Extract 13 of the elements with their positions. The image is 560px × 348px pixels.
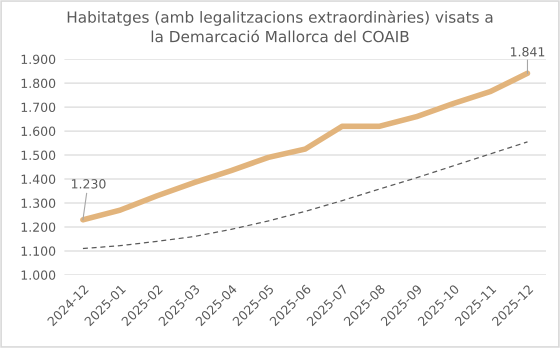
y-tick-label: 1.900 (22, 54, 56, 64)
y-tick-label: 1.400 (22, 174, 56, 184)
chart-title: Habitatges (amb legalitzacions extraordinàries) visats a la Demarcació Mallorca del COAIB (68, 10, 492, 42)
y-tick-label: 1.100 (22, 246, 56, 256)
y-tick-label: 1.600 (22, 126, 56, 136)
y-tick-label: 1.700 (22, 102, 56, 112)
y-tick-label: 1.300 (22, 198, 56, 208)
data-label: 1.841 (510, 47, 544, 56)
data-label: 1.230 (72, 179, 106, 189)
y-tick-label: 1.500 (22, 150, 56, 160)
y-tick-label: 1.200 (22, 222, 56, 232)
y-tick-label: 1.000 (22, 270, 56, 280)
y-tick-label: 1.800 (22, 78, 56, 88)
